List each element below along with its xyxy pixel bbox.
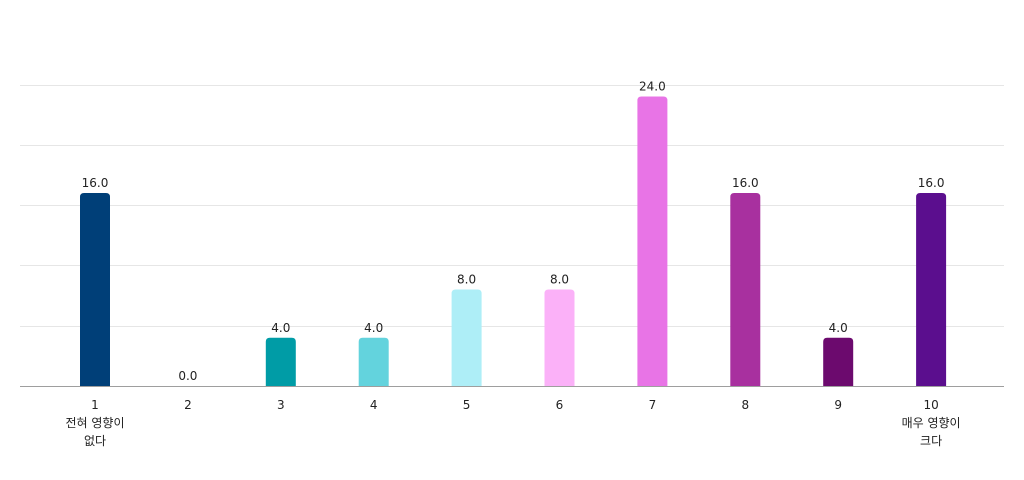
- tick-sublabel-10-0: 매우 영향이: [902, 416, 961, 430]
- value-label-8: 16.0: [732, 176, 759, 190]
- tick-sublabel-1-1: 없다: [84, 434, 106, 448]
- bar-5: [451, 289, 482, 386]
- value-label-3: 4.0: [271, 321, 290, 335]
- value-label-7: 24.0: [639, 80, 666, 94]
- value-label-4: 4.0: [364, 321, 383, 335]
- tick-label-3: 3: [277, 398, 285, 412]
- bar-3: [265, 337, 296, 386]
- tick-label-2: 2: [184, 398, 192, 412]
- value-label-1: 16.0: [82, 176, 109, 190]
- tick-label-5: 5: [463, 398, 471, 412]
- bar-layer: [80, 96, 947, 386]
- value-label-10: 16.0: [918, 176, 945, 190]
- tick-label-6: 6: [556, 398, 564, 412]
- value-label-9: 4.0: [829, 321, 848, 335]
- bar-6: [544, 289, 575, 386]
- tick-label-9: 9: [834, 398, 842, 412]
- tick-label-7: 7: [649, 398, 657, 412]
- bar-7: [637, 96, 668, 386]
- bar-4: [358, 337, 389, 386]
- value-label-2: 0.0: [178, 369, 197, 383]
- bar-10: [916, 193, 947, 386]
- bar-1: [80, 193, 110, 386]
- tick-label-1: 1: [91, 398, 99, 412]
- value-label-6: 8.0: [550, 273, 569, 287]
- grid-layer: [20, 85, 1004, 327]
- tick-label-8: 8: [741, 398, 749, 412]
- bar-8: [730, 193, 761, 386]
- tick-label-10: 10: [923, 398, 938, 412]
- tick-sublabel-10-1: 크다: [920, 434, 942, 448]
- value-label-5: 8.0: [457, 273, 476, 287]
- bar-9: [823, 337, 854, 386]
- tick-sublabel-1-0: 전혀 영향이: [65, 416, 124, 430]
- tick-label-4: 4: [370, 398, 378, 412]
